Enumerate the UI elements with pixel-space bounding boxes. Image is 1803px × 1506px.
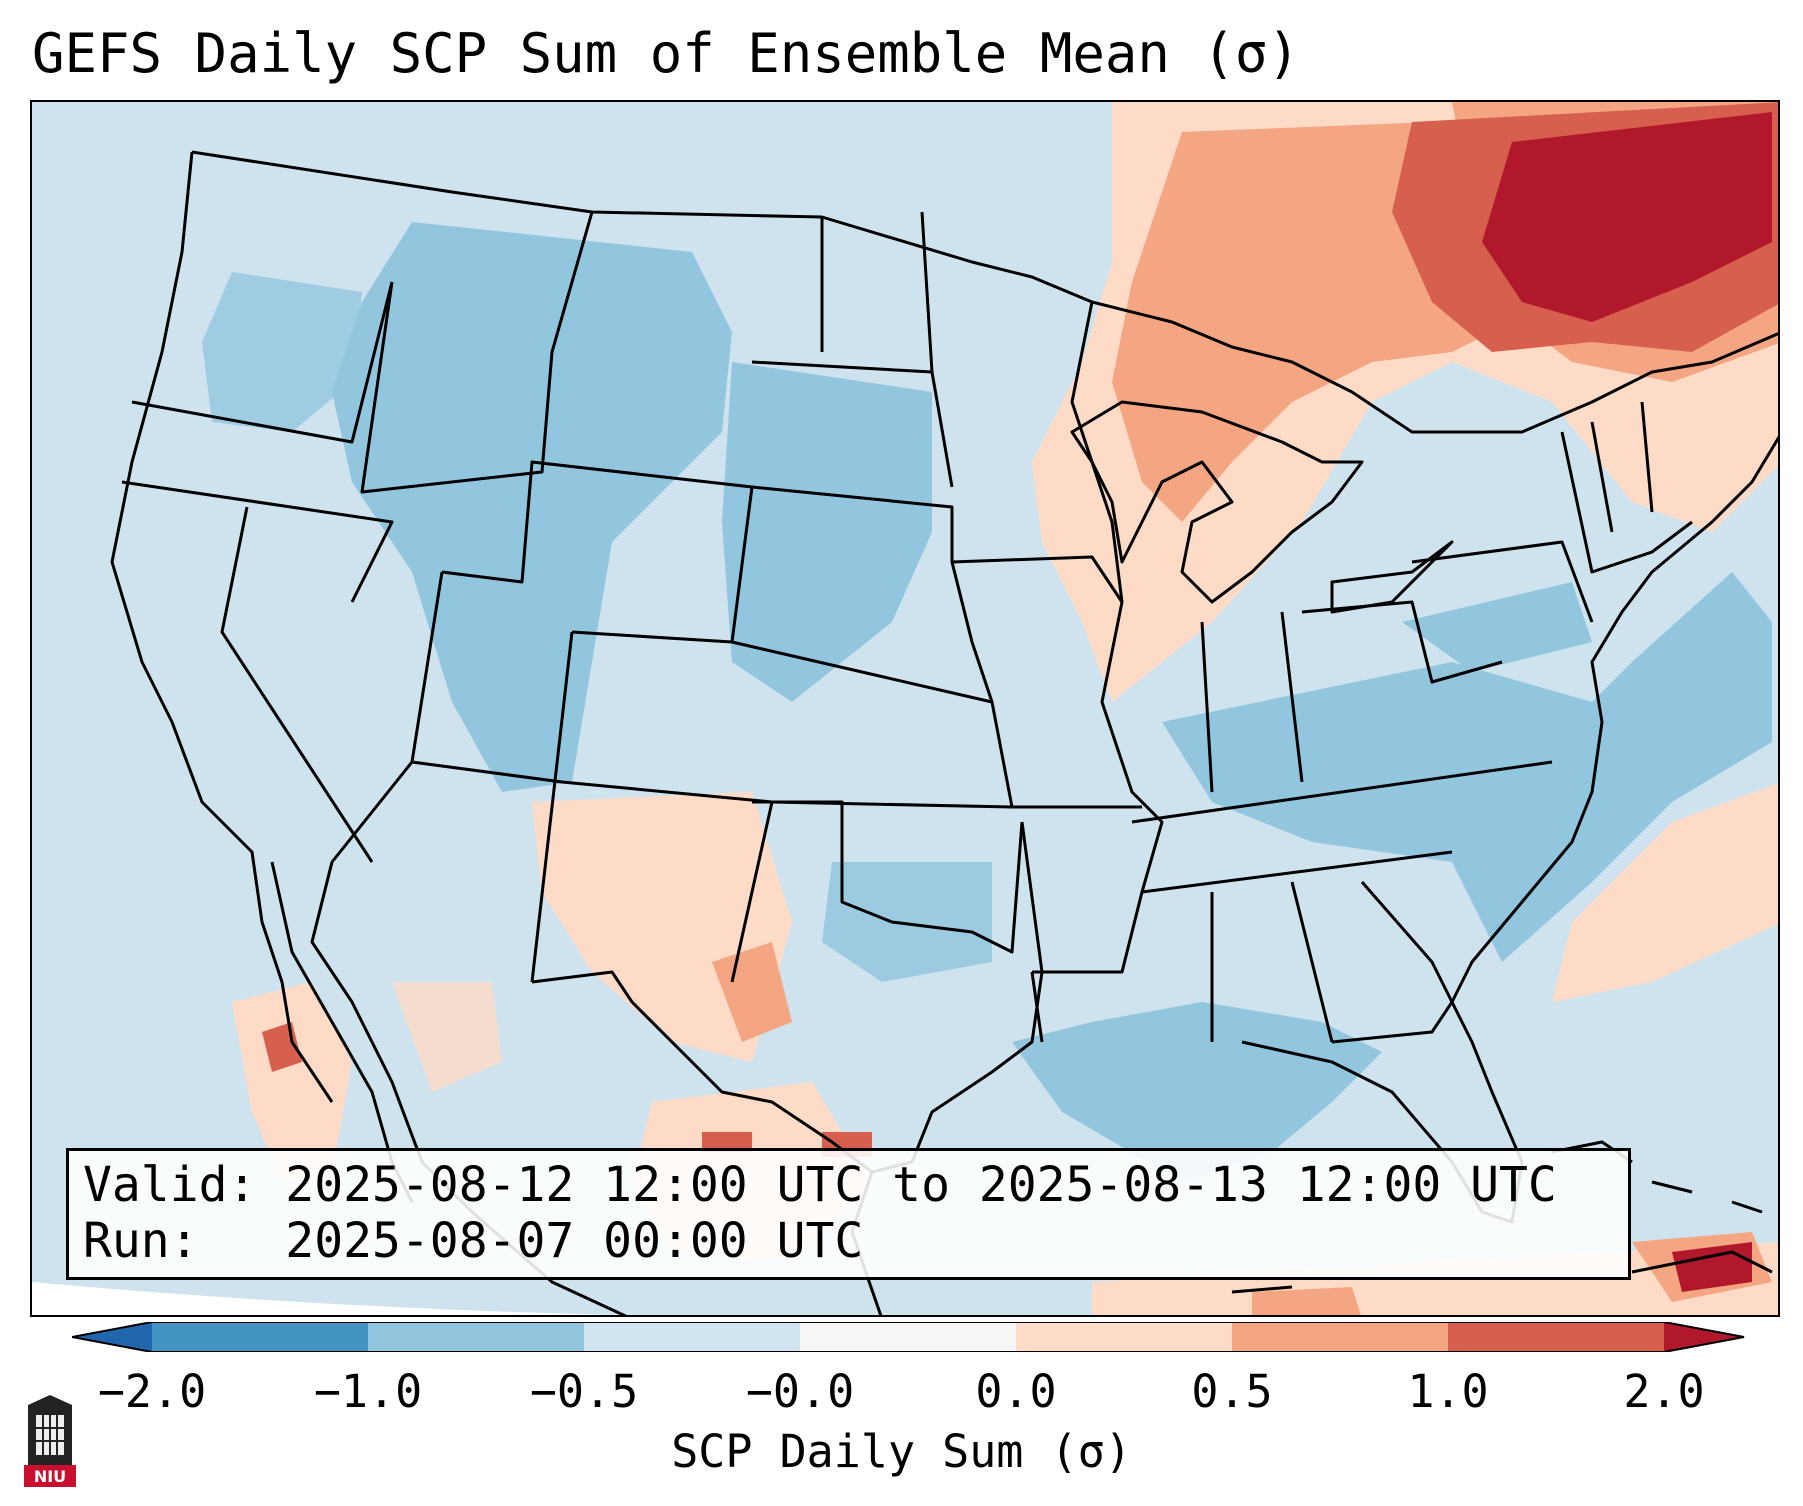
colorbar-segment [1232, 1322, 1448, 1352]
map-canvas [32, 102, 1778, 1315]
colorbar-tick-label: 0.0 [975, 1365, 1057, 1418]
projection-edge [32, 1282, 615, 1315]
colorbar-under-arrow [72, 1322, 152, 1352]
colorbar [72, 1322, 1745, 1352]
niu-logo: NIU [24, 1395, 76, 1487]
colorbar-segment [1016, 1322, 1232, 1352]
colorbar-tick-label: −0.5 [529, 1365, 639, 1418]
colorbar-segment [584, 1322, 800, 1352]
colorbar-tick-label: −1.0 [313, 1365, 423, 1418]
colorbar-outline [72, 1322, 1745, 1352]
colorbar-tick-label: 1.0 [1407, 1365, 1489, 1418]
valid-label: Valid: [83, 1157, 257, 1213]
logo-text: NIU [34, 1467, 66, 1486]
colorbar-tick-label: 0.5 [1191, 1365, 1273, 1418]
map-panel [30, 100, 1780, 1317]
run-label: Run: [83, 1213, 199, 1269]
state-borders [110, 150, 1778, 1315]
colorbar-tick-label: 2.0 [1623, 1365, 1705, 1418]
extreme-positive-areas [1482, 112, 1772, 1292]
negative-anomaly-areas [202, 222, 1772, 1182]
colorbar-segment [368, 1322, 584, 1352]
valid-value: 2025-08-12 12:00 UTC to 2025-08-13 12:00… [285, 1157, 1557, 1213]
colorbar-tick-label: −2.0 [97, 1365, 207, 1418]
colorbar-label: SCP Daily Sum (σ) [671, 1425, 1132, 1478]
colorbar-segment [152, 1322, 368, 1352]
map-title: GEFS Daily SCP Sum of Ensemble Mean (σ) [32, 22, 1300, 85]
run-value: 2025-08-07 00:00 UTC [285, 1213, 864, 1269]
info-box: Valid: 2025-08-12 12:00 UTC to 2025-08-1… [66, 1148, 1631, 1280]
colorbar-segment [800, 1322, 1016, 1352]
colorbar-tick-label: −0.0 [745, 1365, 855, 1418]
colorbar-over-arrow [1664, 1322, 1744, 1352]
colorbar-segment [1448, 1322, 1664, 1352]
